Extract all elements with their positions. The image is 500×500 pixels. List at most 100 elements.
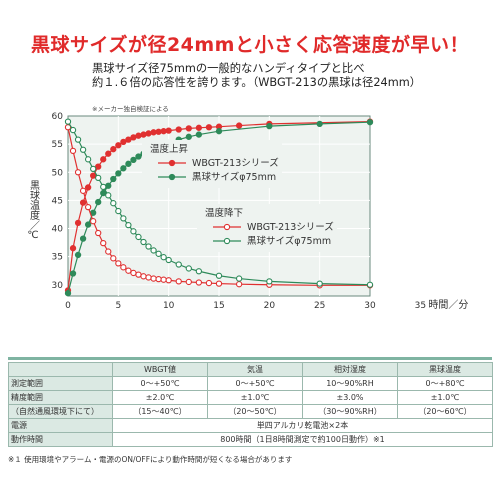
table-header-cell: WBGT値	[112, 362, 208, 377]
series-point-4	[366, 281, 374, 288]
table-cell: 単四アルカリ乾電池×2本	[112, 418, 493, 433]
x-axis-title: 時間／分	[428, 299, 468, 311]
series-point-4	[90, 165, 97, 173]
lead-note: ※メーカー独自検証による	[92, 105, 169, 113]
series-point-3	[90, 218, 97, 225]
x-tick-label: 15	[213, 301, 224, 311]
x-tick-label: 5	[115, 301, 121, 311]
series-point-2	[95, 198, 102, 206]
series-point-4	[69, 126, 77, 134]
series-point-4	[160, 254, 167, 261]
series-point-2	[266, 122, 273, 130]
series-point-2	[64, 290, 72, 297]
series-point-3	[160, 276, 167, 283]
row-label: （自然通風環境下にて）	[8, 404, 113, 419]
series-point-1	[135, 132, 142, 139]
y-tick-label: 35	[52, 253, 63, 263]
legend-label: WBGT-213シリーズ	[192, 157, 279, 169]
series-point-4	[215, 272, 223, 279]
table-row: 測定範囲 0～+50℃ 0～+50℃ 10～90%RH 0～+80℃	[8, 376, 493, 391]
series-point-1	[110, 146, 117, 153]
series-point-3	[79, 187, 87, 194]
legend-label: 黒球サイズφ75mm	[247, 235, 331, 247]
series-point-4	[120, 215, 127, 222]
series-point-1	[95, 163, 102, 170]
y-tick-label: 40	[52, 225, 64, 235]
table-header-cell: 黒球温度	[397, 362, 493, 377]
series-point-3	[215, 280, 223, 287]
x-tick-label: 25	[314, 301, 325, 311]
series-point-1	[100, 156, 107, 163]
series-point-3	[120, 264, 127, 271]
legend-marker	[168, 159, 176, 167]
series-point-4	[140, 238, 147, 246]
series-point-3	[125, 267, 132, 274]
table-row: 電源 単四アルカリ乾電池×2本	[8, 418, 493, 433]
series-point-4	[105, 192, 112, 199]
series-point-4	[130, 228, 137, 235]
series-point-4	[64, 118, 72, 125]
series-point-3	[140, 273, 147, 280]
series-point-2	[84, 221, 92, 228]
series-point-3	[145, 274, 152, 281]
series-point-3	[195, 279, 203, 286]
series-point-1	[140, 131, 147, 138]
series-point-2	[105, 182, 112, 189]
series-point-2	[316, 120, 323, 128]
row-label: 測定範囲	[8, 376, 113, 391]
series-point-3	[74, 169, 82, 176]
series-point-1	[105, 150, 112, 157]
series-point-3	[155, 275, 162, 283]
series-point-2	[366, 119, 374, 126]
series-point-2	[74, 251, 82, 259]
legend-box	[197, 204, 337, 252]
series-point-1	[155, 128, 162, 135]
series-point-1	[69, 245, 77, 252]
series-point-3	[100, 239, 107, 247]
series-point-1	[115, 142, 122, 149]
table-top-rule	[8, 357, 492, 360]
x-tick-label: 35	[415, 301, 426, 311]
series-point-3	[175, 278, 182, 285]
legend-label: 黒球サイズφ75mm	[192, 171, 276, 183]
series-point-4	[125, 221, 132, 229]
y-tick-label: 60	[52, 112, 64, 122]
series-point-4	[150, 247, 157, 254]
row-label: 精度範囲	[8, 390, 113, 405]
x-tick-label: 0	[65, 301, 71, 311]
legend-label: WBGT-213シリーズ	[247, 221, 334, 233]
series-point-2	[69, 270, 77, 277]
series-point-3	[165, 277, 172, 284]
series-point-1	[74, 219, 82, 227]
series-point-1	[130, 134, 137, 141]
series-point-2	[110, 175, 117, 183]
table-row: （自然通風環境下にて） （15～40℃） （20～50℃） （30～90%RH）…	[8, 404, 493, 419]
y-tick-label: 45	[52, 196, 63, 206]
series-point-1	[90, 172, 97, 179]
table-header-cell	[8, 362, 113, 377]
series-point-3	[130, 269, 137, 277]
table-cell: （20～50℃）	[207, 404, 303, 419]
series-point-1	[125, 136, 132, 143]
series-point-4	[74, 136, 82, 143]
series-point-1	[205, 124, 213, 131]
table-cell: 0～+80℃	[397, 376, 493, 391]
series-point-4	[100, 183, 107, 191]
series-point-3	[110, 255, 117, 262]
table-cell: 0～+50℃	[207, 376, 303, 391]
y-tick-label: 30	[52, 281, 64, 291]
table-header-cell: 相対湿度	[302, 362, 398, 377]
series-point-3	[150, 275, 157, 282]
table-row: 動作時間 800時間（1日8時間測定で約100日動作）※1	[8, 432, 493, 447]
x-tick-label: 30	[364, 301, 376, 311]
series-point-2	[185, 133, 192, 140]
series-point-1	[79, 199, 87, 206]
series-point-3	[135, 271, 142, 278]
series-point-3	[84, 203, 92, 211]
x-tick-label: 10	[163, 301, 175, 311]
table-cell: ±2.0℃	[112, 390, 208, 405]
series-point-2	[130, 156, 137, 164]
series-point-3	[95, 229, 102, 237]
series-point-2	[115, 170, 122, 177]
